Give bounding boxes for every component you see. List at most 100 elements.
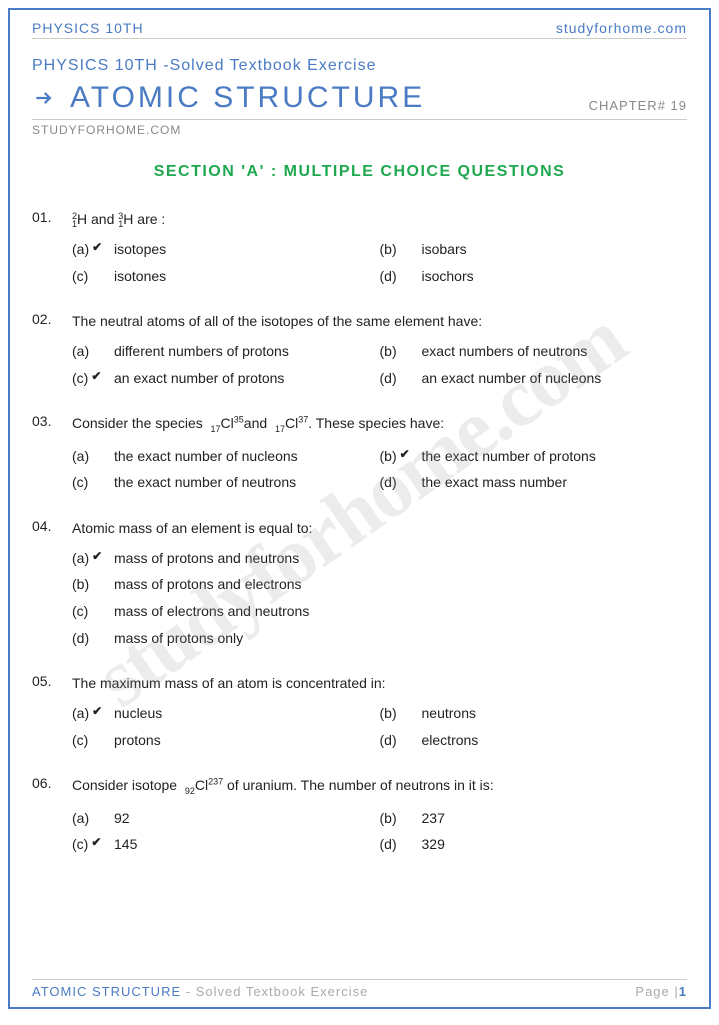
header-right: studyforhome.com: [556, 20, 687, 36]
footer-title: ATOMIC STRUCTURE: [32, 984, 181, 999]
question-number: 05.: [32, 673, 72, 694]
option: (c)mass of electrons and neutrons: [72, 598, 687, 625]
check-icon: ✔: [91, 831, 101, 858]
option: (c)the exact number of neutrons: [72, 469, 380, 496]
option-text: neutrons: [422, 700, 476, 727]
option-text: an exact number of protons: [114, 365, 284, 392]
option-label: (a): [72, 443, 114, 470]
options: (a)92(b)237(c) ✔145(d)329: [32, 805, 687, 858]
chapter-label: CHAPTER# 19: [589, 98, 687, 115]
option-text: isochors: [422, 263, 474, 290]
question-text: Consider isotope 92Cl237 of uranium. The…: [72, 775, 687, 798]
option-label: (d): [380, 469, 422, 496]
options: (a) ✔nucleus(b)neutrons(c)protons(d)elec…: [32, 700, 687, 753]
option-text: the exact mass number: [422, 469, 568, 496]
option: (a)the exact number of nucleons: [72, 443, 380, 470]
question-number: 01.: [32, 209, 72, 230]
site-label: STUDYFORHOME.COM: [32, 119, 687, 137]
option-label: (d): [380, 727, 422, 754]
question-text: The maximum mass of an atom is concentra…: [72, 673, 687, 694]
option: (c) ✔145: [72, 831, 380, 858]
top-bar: PHYSICS 10TH studyforhome.com: [32, 20, 687, 39]
option-text: isobars: [422, 236, 467, 263]
question: 04.Atomic mass of an element is equal to…: [32, 518, 687, 651]
option-text: different numbers of protons: [114, 338, 289, 365]
option-label: (a): [72, 338, 114, 365]
option-label: (a) ✔: [72, 700, 114, 727]
option-label: (a) ✔: [72, 545, 114, 572]
question-number: 04.: [32, 518, 72, 539]
options: (a) ✔isotopes(b)isobars(c)isotones(d)iso…: [32, 236, 687, 289]
option-text: mass of protons and neutrons: [114, 545, 299, 572]
option-label: (d): [72, 625, 114, 652]
question: 05.The maximum mass of an atom is concen…: [32, 673, 687, 753]
question-text: The neutral atoms of all of the isotopes…: [72, 311, 687, 332]
option-label: (d): [380, 831, 422, 858]
question: 06.Consider isotope 92Cl237 of uranium. …: [32, 775, 687, 857]
title-row: ATOMIC STRUCTURE CHAPTER# 19: [32, 81, 687, 115]
option: (c) ✔an exact number of protons: [72, 365, 380, 392]
option-label: (b): [72, 571, 114, 598]
option-label: (c): [72, 598, 114, 625]
option-label: (b) ✔: [380, 443, 422, 470]
option: (d)the exact mass number: [380, 469, 688, 496]
options: (a)different numbers of protons (b)exact …: [32, 338, 687, 391]
option: (a) ✔isotopes: [72, 236, 380, 263]
page-number: 1: [679, 984, 687, 999]
option-label: (a) ✔: [72, 236, 114, 263]
option: (b)237: [380, 805, 688, 832]
option-label: (c): [72, 469, 114, 496]
option-label: (c): [72, 727, 114, 754]
option-text: protons: [114, 727, 161, 754]
option-label: (b): [380, 338, 422, 365]
option-text: isotopes: [114, 236, 166, 263]
option-text: 237: [422, 805, 445, 832]
option-text: isotones: [114, 263, 166, 290]
footer-sub: - Solved Textbook Exercise: [181, 984, 368, 999]
option-text: nucleus: [114, 700, 162, 727]
option: (d)electrons: [380, 727, 688, 754]
option-label: (b): [380, 700, 422, 727]
question-number: 02.: [32, 311, 72, 332]
option: (d)isochors: [380, 263, 688, 290]
arrow-right-icon: [32, 85, 58, 111]
footer: ATOMIC STRUCTURE - Solved Textbook Exerc…: [32, 979, 687, 999]
option-label: (c) ✔: [72, 365, 114, 392]
check-icon: ✔: [92, 700, 102, 727]
subtitle: PHYSICS 10TH -Solved Textbook Exercise: [32, 57, 687, 75]
question: 02.The neutral atoms of all of the isoto…: [32, 311, 687, 391]
option-label: (c): [72, 263, 114, 290]
page-label: Page |: [635, 984, 678, 999]
question: 03.Consider the species 17Cl35and 17Cl37…: [32, 413, 687, 495]
option-text: 329: [422, 831, 445, 858]
option: (b)exact numbers of neutrons: [380, 338, 688, 365]
option: (b)mass of protons and electrons: [72, 571, 687, 598]
check-icon: ✔: [92, 236, 102, 263]
option-text: exact numbers of neutrons: [422, 338, 588, 365]
options: (a)the exact number of nucleons(b) ✔the …: [32, 443, 687, 496]
option: (b) ✔the exact number of protons: [380, 443, 688, 470]
question-text: Consider the species 17Cl35and 17Cl37. T…: [72, 413, 687, 436]
option: (b)isobars: [380, 236, 688, 263]
question: 01.21H and 31H are :(a) ✔isotopes(b)isob…: [32, 209, 687, 289]
question-number: 06.: [32, 775, 72, 798]
option-label: (a): [72, 805, 114, 832]
check-icon: ✔: [92, 545, 102, 572]
question-number: 03.: [32, 413, 72, 436]
header-left: PHYSICS 10TH: [32, 20, 144, 36]
option: (c)protons: [72, 727, 380, 754]
option-label: (b): [380, 236, 422, 263]
option-text: 145: [114, 831, 137, 858]
option-label: (c) ✔: [72, 831, 114, 858]
page-title: ATOMIC STRUCTURE: [70, 81, 425, 115]
option: (a) ✔nucleus: [72, 700, 380, 727]
question-text: 21H and 31H are :: [72, 209, 687, 230]
option-text: mass of electrons and neutrons: [114, 598, 309, 625]
option: (b)neutrons: [380, 700, 688, 727]
option-label: (d): [380, 365, 422, 392]
option-text: the exact number of neutrons: [114, 469, 296, 496]
option-text: mass of protons and electrons: [114, 571, 302, 598]
option-label: (b): [380, 805, 422, 832]
option-label: (d): [380, 263, 422, 290]
option-text: mass of protons only: [114, 625, 243, 652]
